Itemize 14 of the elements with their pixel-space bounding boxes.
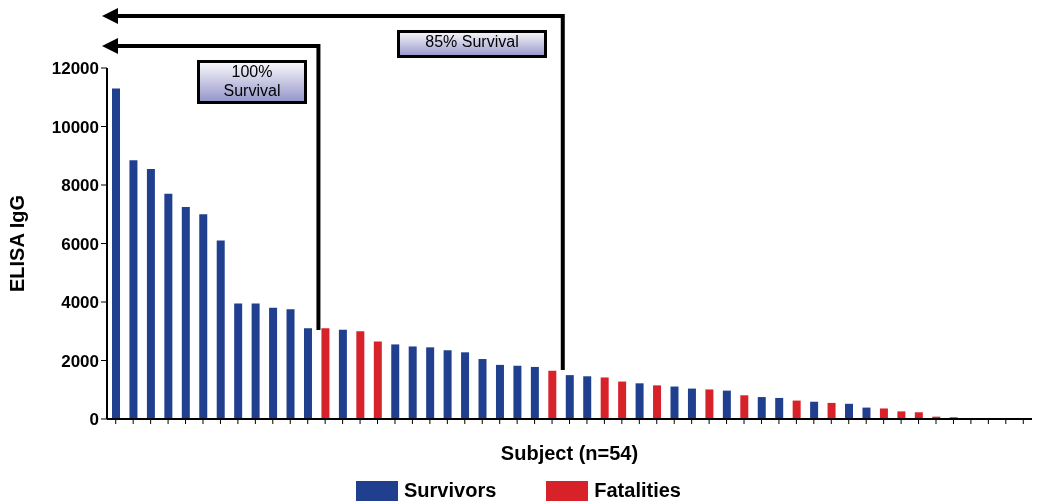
y-tick-label: 12000 [51, 59, 99, 79]
y-tick-label: 8000 [61, 176, 99, 196]
legend-label: Fatalities [594, 479, 681, 502]
label-box: 100% Survival [197, 60, 307, 104]
y-tick-label: 6000 [61, 234, 99, 254]
y-axis-title: ELISA IgG [6, 194, 29, 293]
x-axis-title: Subject (n=54) [499, 442, 640, 465]
y-tick-label: 2000 [61, 351, 99, 371]
label-box: 85% Survival [397, 30, 547, 58]
y-tick-label: 10000 [51, 117, 99, 137]
annotation: 100% Survival [223, 63, 281, 99]
legend-label: Survivors [404, 479, 497, 502]
y-tick-label: 0 [89, 410, 99, 430]
y-tick-label: 4000 [61, 293, 99, 313]
